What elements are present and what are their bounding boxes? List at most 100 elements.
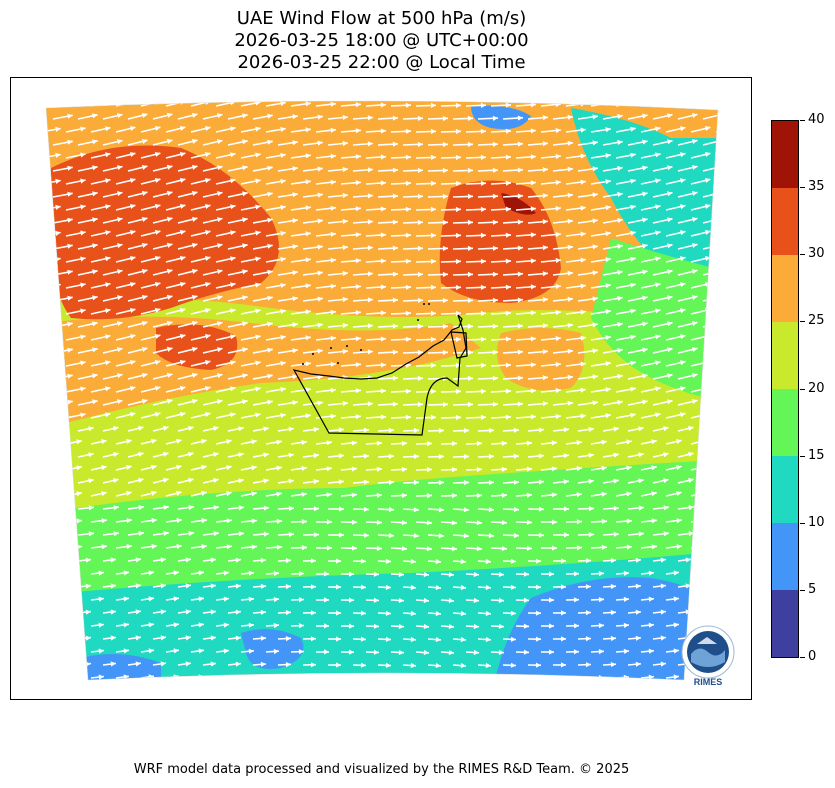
wind-vector-head (601, 491, 607, 497)
wind-vector-head (226, 491, 232, 497)
wind-vector (65, 572, 79, 575)
wind-vector-head (226, 544, 232, 550)
wind-vector-head (355, 388, 361, 394)
wind-vector-head (455, 284, 461, 291)
wind-vector (52, 637, 67, 640)
wind-vector-head (430, 258, 436, 264)
wind-vector-head (117, 191, 123, 197)
wind-vector-head (76, 465, 82, 471)
wind-vector-head (610, 635, 616, 642)
wind-vector-head (148, 648, 154, 654)
wind-vector-head (716, 398, 718, 404)
wind-vector-head (292, 244, 298, 250)
wind-vector-head (166, 216, 173, 222)
wind-vector-head (205, 256, 211, 261)
wind-vector-head (517, 271, 523, 277)
wind-vector-head (188, 504, 194, 511)
wind-vector-head (617, 113, 623, 119)
wind-vector-head (185, 557, 191, 563)
wind-vector-head (655, 360, 661, 366)
wind-vector-head (473, 675, 479, 680)
wind-vector-head (505, 414, 511, 420)
wind-vector-head (349, 623, 354, 629)
wind-vector-head (92, 139, 98, 145)
wind-vector-head (551, 466, 557, 472)
wind-vector (702, 426, 718, 432)
wind-vector-head (292, 296, 298, 302)
wind-vector-head (55, 100, 61, 106)
wind-vector-head (55, 204, 61, 210)
wind-vector-head (410, 584, 416, 591)
wind-vector (715, 100, 718, 107)
wind-vector-head (630, 256, 636, 262)
wind-vector-head (173, 596, 179, 602)
wind-vector-head (123, 570, 129, 576)
wind-vector-head (405, 284, 411, 290)
wind-vector-head (154, 229, 161, 235)
wind-vector-head (238, 426, 244, 432)
wind-vector-head (617, 373, 623, 379)
wind-vector (65, 598, 79, 601)
wind-vector-head (213, 426, 219, 431)
wind-vector-head (138, 504, 144, 511)
wind-vector-head (292, 192, 298, 198)
wind-vector-head (336, 558, 341, 564)
wind-vector-head (310, 558, 316, 564)
wind-vector-head (667, 295, 673, 301)
wind-vector-head (448, 598, 454, 604)
wind-vector-head (463, 533, 469, 539)
wind-vector-head (85, 635, 91, 641)
wind-vector-head (567, 374, 573, 380)
wind-vector-head (380, 388, 386, 394)
wind-vector-head (601, 439, 607, 445)
colorbar-level-20-25 (772, 322, 798, 389)
wind-vector-head (561, 610, 566, 616)
wind-vector-head (242, 347, 248, 353)
wind-vector-head (363, 506, 369, 512)
wind-vector-head (626, 465, 632, 471)
wind-vector-head (480, 206, 486, 212)
wind-vector-head (638, 426, 644, 432)
wind-vector-head (488, 453, 494, 460)
wind-vector-head (426, 520, 432, 526)
wind-vector-head (485, 584, 491, 591)
wind-vector-head (555, 413, 561, 420)
wind-vector-head (510, 610, 516, 616)
wind-vector-head (92, 373, 98, 379)
wind-vector-head (130, 282, 136, 287)
wind-vector-head (605, 387, 611, 393)
wind-vector-head (285, 584, 291, 590)
wind-vector-head (135, 661, 141, 667)
wind-vector-head (730, 256, 736, 261)
wind-vector-head (226, 518, 232, 524)
wind-vector-head (330, 153, 336, 159)
wind-vector-head (573, 571, 579, 577)
wind-vector-head (492, 193, 498, 199)
wind-vector-head (392, 141, 398, 147)
wind-vector-head (448, 650, 454, 656)
wind-vector (46, 309, 61, 315)
wind-vector-head (549, 649, 554, 655)
wind-vector-head (542, 167, 548, 173)
wind-vector-head (463, 428, 469, 434)
wind-vector-head (692, 295, 698, 300)
wind-vector-head (105, 126, 111, 132)
wind-vector-head (680, 178, 686, 184)
wind-vector-head (67, 373, 73, 379)
wind-vector-head (55, 386, 61, 392)
wind-vector-head (255, 178, 261, 184)
wind-vector-head (705, 151, 711, 157)
colorbar-tick (800, 187, 805, 188)
wind-vector-head (460, 636, 466, 643)
wind-vector-head (263, 478, 269, 484)
wind-vector-head (705, 411, 711, 417)
colorbar-tick-label: 30 (808, 246, 825, 261)
wind-vector-head (692, 139, 698, 144)
wind-vector-head (67, 243, 73, 249)
wind-vector-head (592, 296, 598, 302)
wind-vector-head (205, 334, 211, 339)
wind-vector-head (338, 427, 344, 433)
wind-vector-head (473, 597, 479, 604)
wind-vector-head (642, 191, 648, 197)
field-region-yellow-lower (46, 398, 718, 558)
